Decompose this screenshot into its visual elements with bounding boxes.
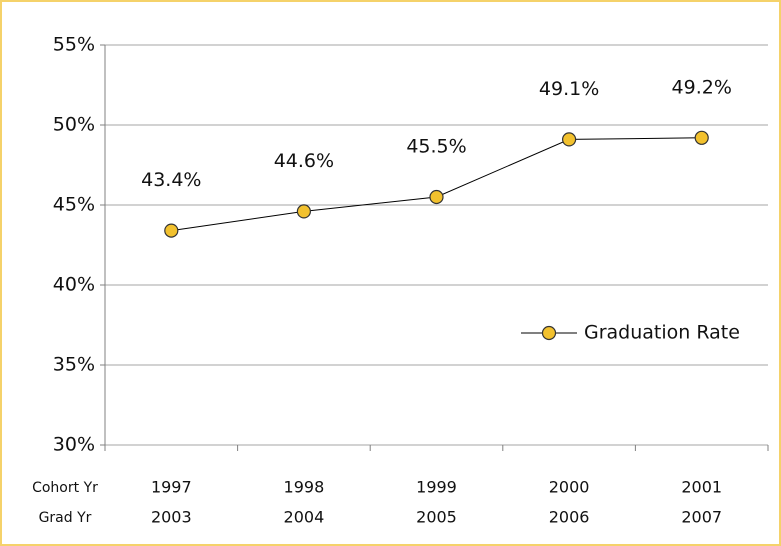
x-tick-label: 2005: [416, 508, 457, 527]
marker: [429, 189, 444, 205]
row-label: Grad Yr: [39, 510, 92, 526]
row-label: Cohort Yr: [32, 480, 98, 496]
legend-marker: [541, 325, 557, 341]
y-tick-label: 35%: [53, 354, 95, 376]
x-tick-label: 1999: [416, 478, 457, 497]
marker: [296, 204, 311, 219]
y-tick-label: 45%: [53, 194, 95, 216]
data-label: 43.4%: [141, 169, 201, 191]
data-label: 44.6%: [274, 150, 334, 172]
x-tick-label: 2000: [549, 478, 590, 497]
x-tick-label: 2006: [549, 508, 590, 527]
marker: [561, 132, 577, 147]
data-label: 49.1%: [539, 78, 599, 100]
data-label: 49.2%: [672, 76, 732, 98]
legend-label: Graduation Rate: [584, 322, 740, 344]
x-tick-label: 2004: [284, 508, 325, 527]
marker: [694, 130, 709, 145]
x-tick-label: 2007: [681, 508, 722, 527]
y-tick-label: 50%: [53, 114, 95, 136]
y-tick-label: 30%: [53, 434, 95, 456]
y-tick-label: 55%: [53, 34, 95, 56]
marker: [164, 223, 179, 238]
data-label: 45.5%: [406, 136, 466, 158]
x-tick-label: 1997: [151, 478, 192, 497]
x-tick-label: 2001: [681, 478, 722, 497]
y-tick-label: 40%: [53, 274, 95, 296]
x-tick-label: 2003: [151, 508, 192, 527]
x-tick-label: 1998: [284, 478, 325, 497]
